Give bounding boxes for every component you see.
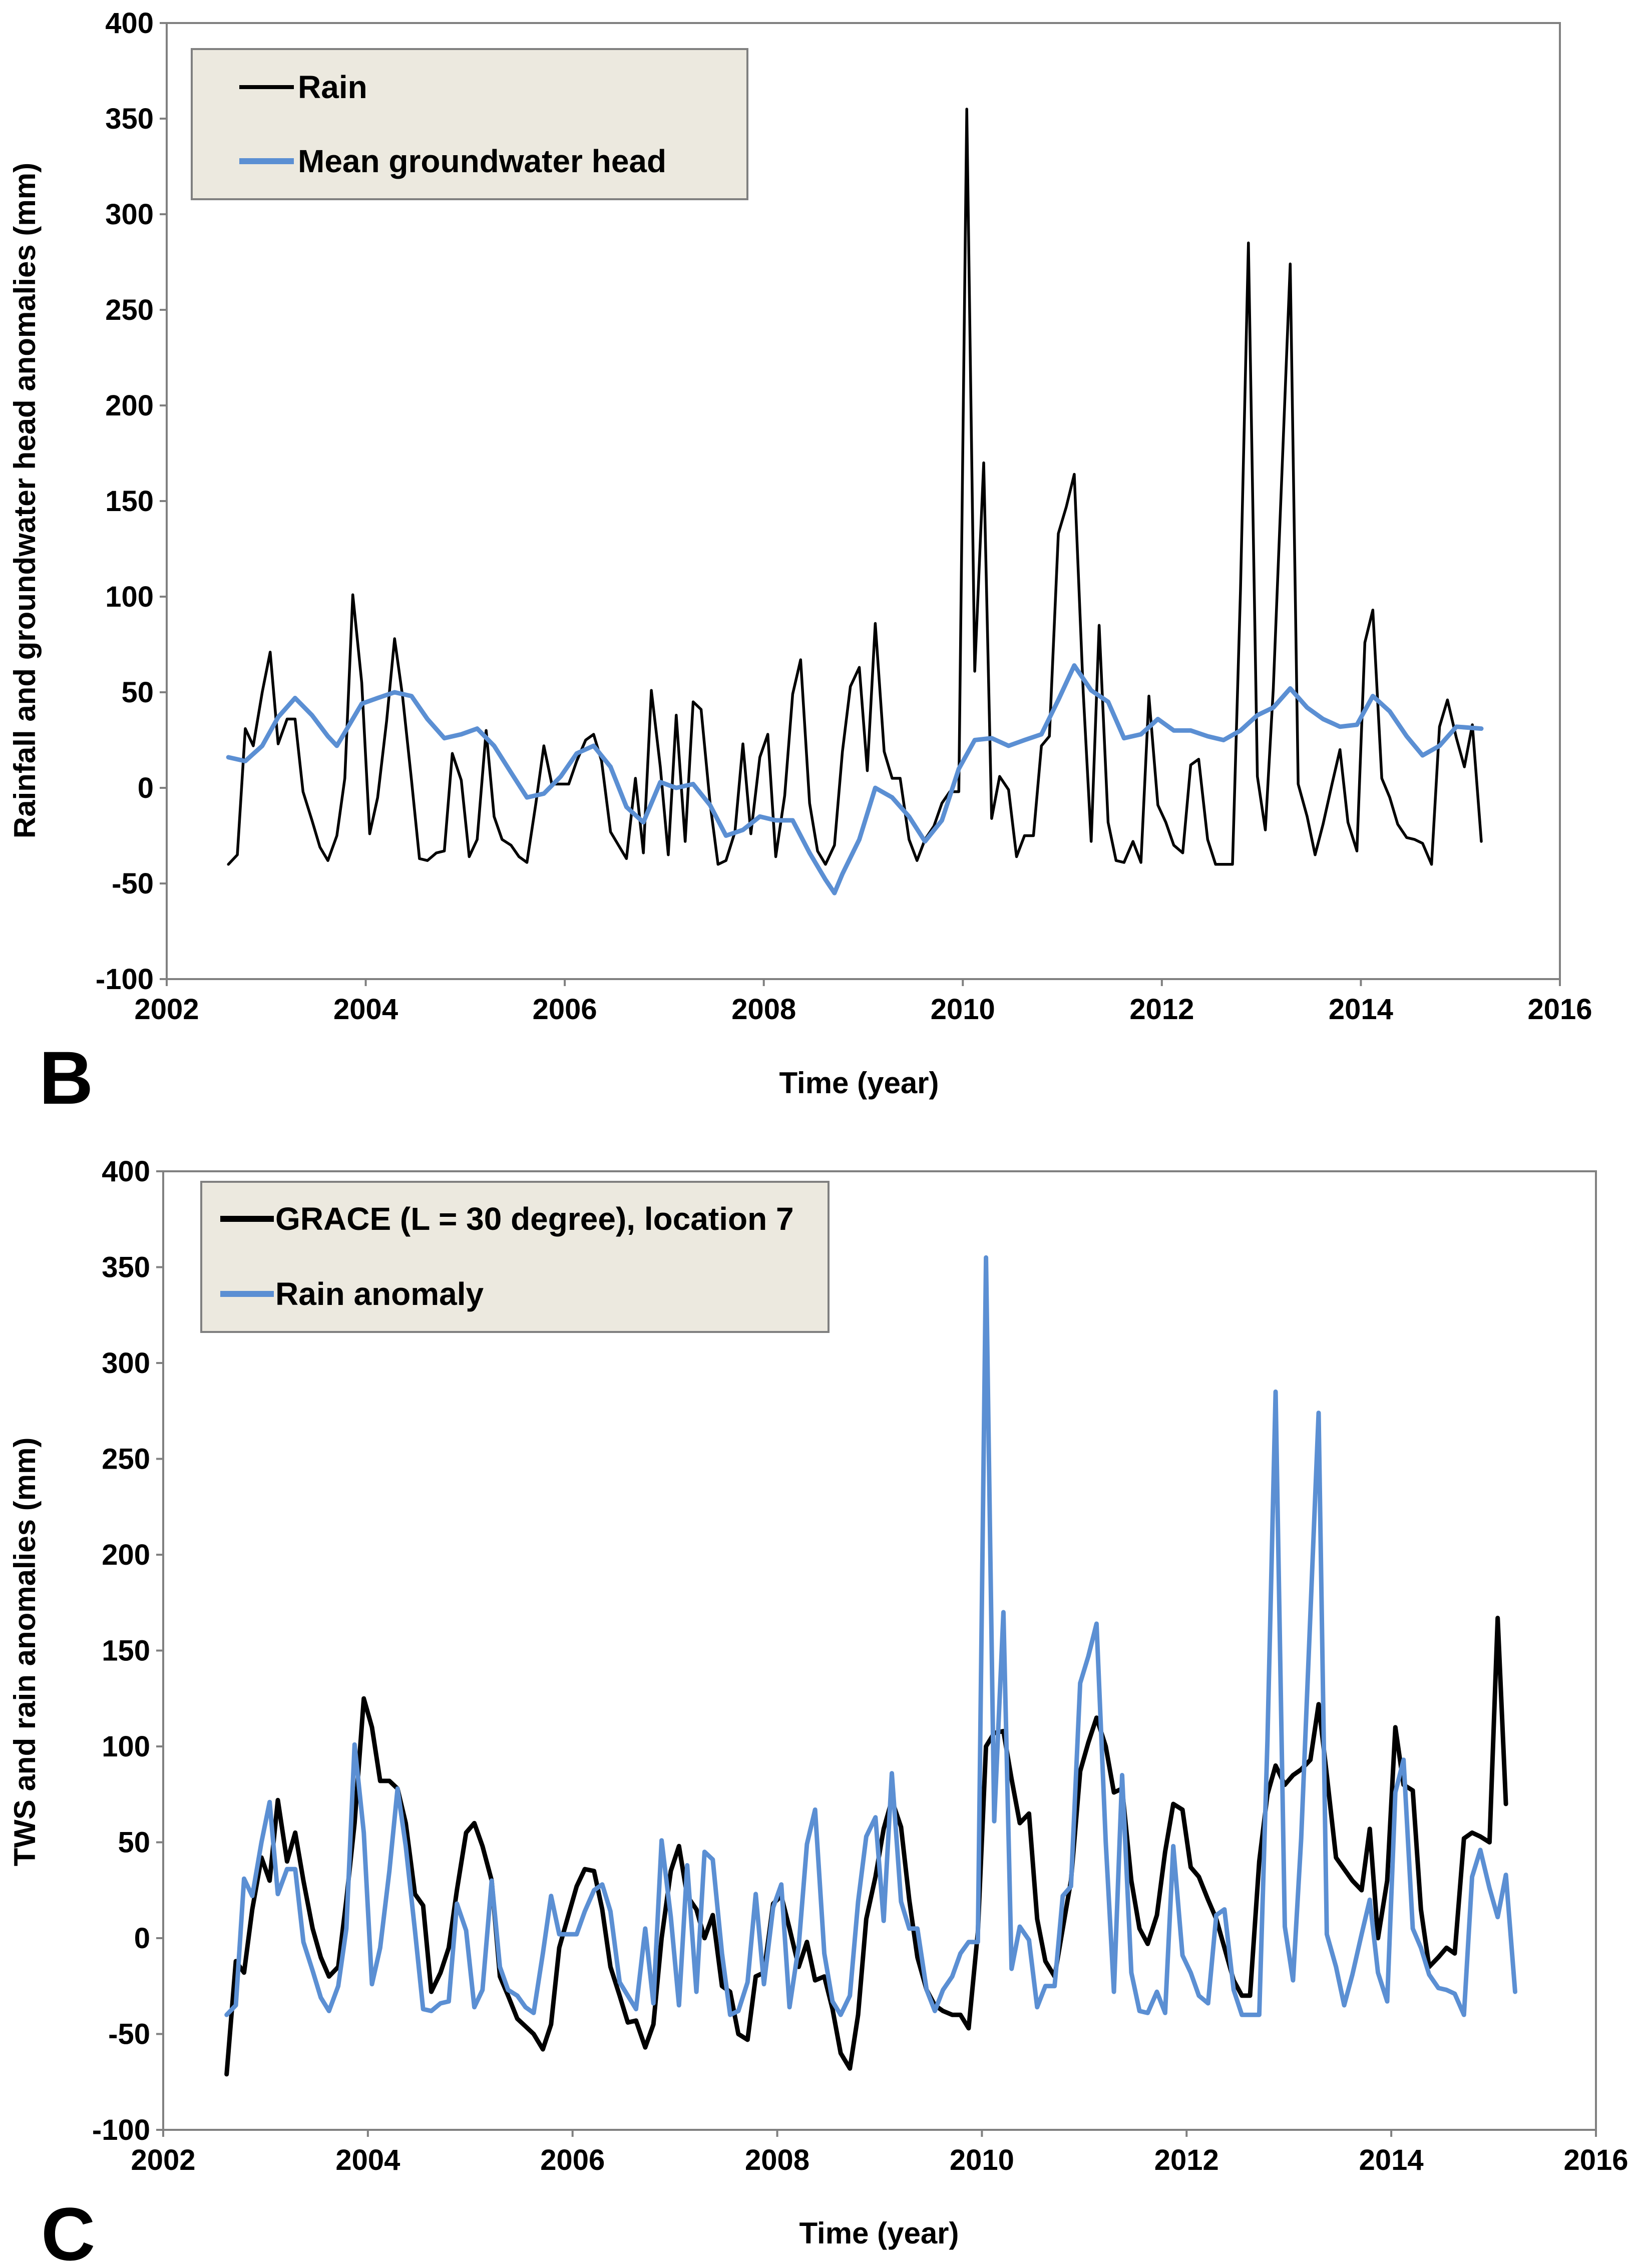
panel-b-x-tick-label: 2008 xyxy=(731,993,796,1026)
panel-b-x-tick-label: 2016 xyxy=(1527,993,1592,1026)
panel-b-y-ticks: -100 -50 0 50 100 150 200 250 300 350 400 xyxy=(96,7,167,996)
panel-b-y-tick-label: 300 xyxy=(105,198,154,231)
panel-b-y-tick-label: 350 xyxy=(105,103,154,135)
panel-b-x-tick-label: 2014 xyxy=(1329,993,1393,1026)
panel-c-y-tick-label: 350 xyxy=(102,1251,150,1284)
panel-b-legend: Rain Mean groundwater head xyxy=(191,48,748,200)
panel-b-y-tick-label: 200 xyxy=(105,389,154,422)
panel-b-x-tick-label: 2010 xyxy=(931,993,995,1026)
panel-b-y-tick-label: -50 xyxy=(112,867,154,900)
panel-c-y-tick-label: 200 xyxy=(102,1539,150,1571)
panel-c-legend-box xyxy=(200,1181,830,1333)
panel-c-series-line-rain-anomaly xyxy=(224,1255,1517,2017)
panel-c-y-ticks: -100 -50 0 50 100 150 200 250 300 350 400 xyxy=(92,1155,163,2146)
panel-c-y-tick-label: 50 xyxy=(118,1827,150,1859)
panel-c-y-tick-label: -50 xyxy=(108,2018,150,2051)
panel-b-x-axis-title: Time (year) xyxy=(779,1066,939,1100)
panel-b-x-tick-label: 2004 xyxy=(333,993,398,1026)
panel-c-series xyxy=(224,1255,1517,2077)
panel-b-x-tick-label: 2006 xyxy=(533,993,597,1026)
panel-c-y-tick-label: 150 xyxy=(102,1635,150,1667)
panel-b-legend-label-rain: Rain xyxy=(298,69,367,105)
panel-b-y-tick-label: 400 xyxy=(105,7,154,40)
panel-c-y-tick-label: 100 xyxy=(102,1730,150,1763)
panel-b-legend-label-groundwater: Mean groundwater head xyxy=(298,143,666,179)
panel-b-x-tick-label: 2002 xyxy=(134,993,199,1026)
panel-b-x-tick-label: 2012 xyxy=(1129,993,1194,1026)
panel-b-y-tick-label: 50 xyxy=(121,676,154,709)
panel-c-x-tick-label: 2002 xyxy=(131,2144,195,2176)
panel-c-x-tick-label: 2016 xyxy=(1563,2144,1628,2176)
panel-c-x-tick-label: 2008 xyxy=(745,2144,809,2176)
panel-b-y-tick-label: 0 xyxy=(138,772,154,804)
panel-b-x-ticks: 2002 2004 2006 2008 2010 2012 2014 2016 xyxy=(134,979,1592,1026)
panel-b-legend-box xyxy=(191,48,748,200)
panel-c-x-tick-label: 2014 xyxy=(1359,2144,1424,2176)
panel-c: -100 -50 0 50 100 150 200 250 300 350 400 2002 2004… xyxy=(8,1155,1628,2268)
panel-c-y-tick-label: -100 xyxy=(92,2114,150,2146)
panel-b-letter: B xyxy=(39,1036,93,1120)
panel-c-x-axis-title: Time (year) xyxy=(799,2216,959,2250)
panel-c-y-tick-label: 250 xyxy=(102,1443,150,1476)
panel-b-y-tick-label: -100 xyxy=(96,963,154,996)
panel-c-series-line-grace-l-30-degree-location-7 xyxy=(224,1615,1508,2077)
panel-c-legend-label-rain: Rain anomaly xyxy=(275,1276,484,1312)
panel-c-x-tick-label: 2006 xyxy=(540,2144,605,2176)
panel-c-x-tick-label: 2010 xyxy=(950,2144,1014,2176)
panel-b-y-tick-label: 250 xyxy=(105,294,154,326)
panel-c-y-tick-label: 0 xyxy=(134,1922,150,1955)
panel-b: -100 -50 0 50 100 150 200 250 300 350 400 2002 2004… xyxy=(8,7,1592,1120)
panel-c-legend-label-grace: GRACE (L = 30 degree), location 7 xyxy=(275,1201,794,1237)
panel-b-y-tick-label: 100 xyxy=(105,581,154,613)
panel-c-y-tick-label: 400 xyxy=(102,1155,150,1188)
panel-b-y-axis-title: Rainfall and groundwater head anomalies … xyxy=(8,163,42,838)
panel-c-x-ticks: 2002 2004 2006 2008 2010 2012 2014 2016 xyxy=(131,2130,1628,2176)
panel-c-legend: GRACE (L = 30 degree), location 7 Rain a… xyxy=(200,1181,830,1333)
panel-c-x-tick-label: 2004 xyxy=(335,2144,400,2176)
panel-c-y-tick-label: 300 xyxy=(102,1347,150,1380)
panel-b-series xyxy=(226,108,1484,895)
panel-b-series-line-mean-groundwater-head xyxy=(226,663,1484,895)
panel-c-x-tick-label: 2012 xyxy=(1154,2144,1219,2176)
panel-b-y-tick-label: 150 xyxy=(105,485,154,518)
panel-b-series-line-rain xyxy=(227,108,1483,866)
panel-c-letter: C xyxy=(41,2192,95,2268)
panel-c-y-axis-title: TWS and rain anomalies (mm) xyxy=(8,1438,42,1867)
